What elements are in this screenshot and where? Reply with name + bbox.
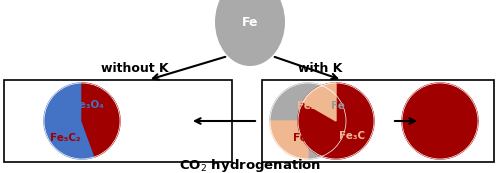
Text: Fe₃C: Fe₃C — [297, 101, 323, 111]
Text: Fe₅C₂: Fe₅C₂ — [293, 133, 323, 143]
Polygon shape — [44, 83, 95, 159]
Polygon shape — [298, 83, 374, 159]
Text: without K: without K — [101, 61, 169, 75]
Text: CO$_2$ hydrogenation: CO$_2$ hydrogenation — [179, 157, 321, 173]
Ellipse shape — [215, 0, 285, 66]
Bar — [4, 80, 232, 162]
Polygon shape — [270, 121, 308, 159]
Text: Fe: Fe — [331, 101, 345, 111]
Polygon shape — [402, 83, 478, 159]
Bar — [262, 80, 494, 162]
Polygon shape — [303, 83, 336, 121]
Text: with K: with K — [298, 61, 342, 75]
Polygon shape — [270, 83, 346, 159]
Text: Fe₃O₄: Fe₃O₄ — [72, 100, 104, 110]
Text: Fe₅C₂: Fe₅C₂ — [50, 133, 80, 143]
Text: Fe: Fe — [242, 16, 258, 29]
Polygon shape — [82, 83, 120, 157]
Text: Fe₃C: Fe₃C — [339, 131, 365, 141]
Text: Fe₅C₂: Fe₅C₂ — [425, 133, 455, 143]
